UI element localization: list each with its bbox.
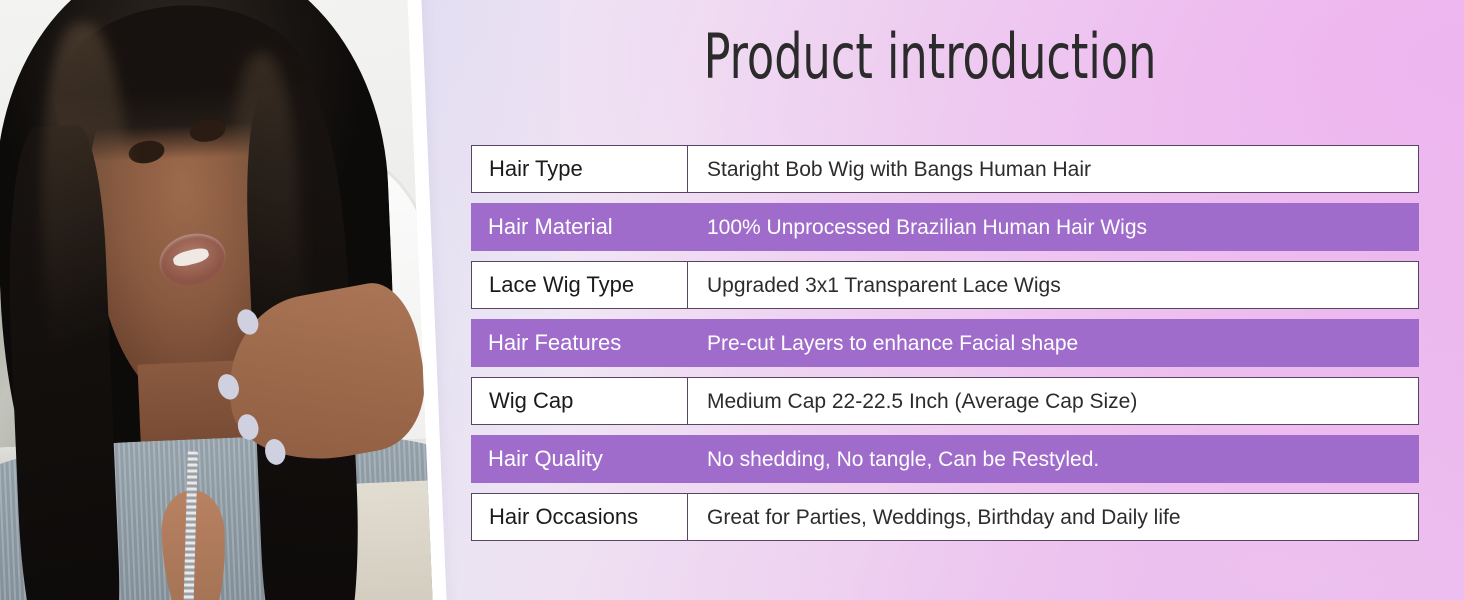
spec-value: Staright Bob Wig with Bangs Human Hair [688,145,1419,193]
spec-label: Hair Occasions [471,493,688,541]
spec-value: 100% Unprocessed Brazilian Human Hair Wi… [688,203,1419,251]
table-row: Hair Features Pre-cut Layers to enhance … [471,319,1419,367]
spec-label: Hair Material [471,203,688,251]
product-photo [0,0,434,600]
table-row: Hair Occasions Great for Parties, Weddin… [471,493,1419,541]
specification-table: Hair Type Staright Bob Wig with Bangs Hu… [471,145,1419,541]
spec-label: Hair Quality [471,435,688,483]
page-title: Product introduction [703,20,1157,93]
photo-bag [347,479,434,600]
product-photo-frame [0,0,448,600]
spec-value: No shedding, No tangle, Can be Restyled. [688,435,1419,483]
spec-label: Hair Features [471,319,688,367]
spec-label: Wig Cap [471,377,688,425]
spec-value: Pre-cut Layers to enhance Facial shape [688,319,1419,367]
table-row: Hair Quality No shedding, No tangle, Can… [471,435,1419,483]
spec-label: Lace Wig Type [471,261,688,309]
content-panel: Product introduction Hair Type Staright … [440,0,1464,600]
spec-label: Hair Type [471,145,688,193]
spec-value: Upgraded 3x1 Transparent Lace Wigs [688,261,1419,309]
spec-value: Great for Parties, Weddings, Birthday an… [688,493,1419,541]
table-row: Lace Wig Type Upgraded 3x1 Transparent L… [471,261,1419,309]
table-row: Wig Cap Medium Cap 22-22.5 Inch (Average… [471,377,1419,425]
spec-value: Medium Cap 22-22.5 Inch (Average Cap Siz… [688,377,1419,425]
table-row: Hair Material 100% Unprocessed Brazilian… [471,203,1419,251]
table-row: Hair Type Staright Bob Wig with Bangs Hu… [471,145,1419,193]
